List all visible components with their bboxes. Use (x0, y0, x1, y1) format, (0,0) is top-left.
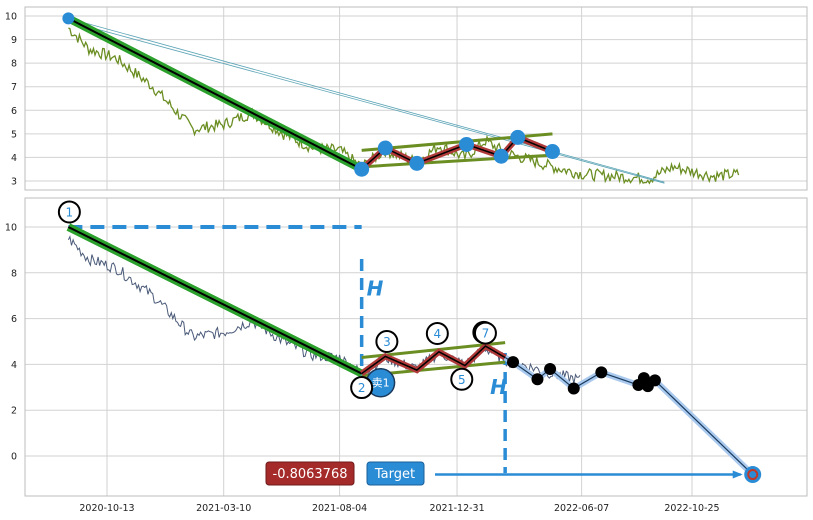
target-badge-text: Target (374, 467, 415, 482)
forecast-point (544, 362, 557, 375)
bottom-series: HH卖11234567 (57, 200, 762, 484)
pivot-label-text: 7 (482, 327, 490, 341)
top-y-tick-label: 5 (11, 129, 17, 140)
bottom-x-tick-label: 2021-08-04 (312, 503, 367, 514)
value-badge-text: -0.8063768 (273, 467, 348, 482)
top-y-tick-label: 8 (11, 59, 17, 70)
bottom-x-tick-label: 2022-06-07 (554, 503, 609, 514)
top-y-tick-label: 4 (11, 153, 17, 164)
top-pivot-point (510, 129, 526, 145)
bottom-pattern-line (361, 345, 506, 375)
bottom-y-axis: 0 2 4 6 8 10 (5, 223, 17, 463)
h-marker-label-2: H (490, 375, 507, 399)
top-panel: 3 4 5 6 7 8 9 10 (5, 6, 808, 191)
pivot-label-circle (350, 376, 374, 400)
top-pivot-point (409, 155, 425, 171)
pivot-label-text: 5 (458, 373, 466, 387)
pivot-label-circle (375, 330, 399, 353)
top-y-tick-label: 3 (11, 177, 17, 188)
top-y-tick-label: 9 (11, 35, 17, 46)
pivot-label-circle (57, 200, 81, 224)
bottom-y-tick-label: 2 (11, 406, 17, 417)
target-point (744, 466, 762, 484)
forecast-point (531, 373, 544, 386)
top-y-tick-label: 7 (11, 82, 17, 93)
bottom-trend-line (67, 226, 363, 375)
top-series (62, 12, 740, 185)
pivot-label-text: 4 (434, 327, 442, 341)
top-y-tick-label: 6 (11, 106, 17, 117)
forecast-point (507, 356, 520, 369)
pivot-label-text: 2 (358, 381, 366, 395)
top-lower-channel (361, 153, 553, 169)
top-y-axis: 3 4 5 6 7 8 9 10 (5, 12, 17, 188)
top-pivot-point (62, 12, 75, 25)
target-badge: Target (366, 461, 425, 486)
top-projection-line-2 (68, 20, 665, 184)
top-trend-line (67, 17, 363, 171)
top-pivot-point (459, 136, 475, 152)
target-point-ring (747, 469, 759, 481)
target-arrow-head (732, 470, 743, 479)
top-pivot-point (544, 144, 560, 160)
top-pivot-point (354, 161, 370, 177)
bottom-x-tick-label: 2022-10-25 (664, 503, 719, 514)
pivot-label-text: 3 (383, 335, 391, 349)
forecast-point (567, 382, 580, 395)
bottom-y-tick-label: 0 (11, 452, 17, 463)
target-badge-box (366, 461, 425, 486)
pivot-label-circle (473, 321, 497, 345)
h-marker-label: H (367, 277, 384, 301)
bottom-y-tick-label: 4 (11, 360, 17, 371)
bottom-panel-background (25, 198, 807, 496)
top-pivot-point (493, 148, 509, 164)
pivot-label-circle (425, 321, 449, 345)
sell-marker-label: 卖1 (372, 377, 390, 390)
top-pivot-point (377, 140, 393, 156)
pivot-label-text: 1 (66, 206, 74, 220)
bottom-grid (25, 198, 807, 496)
top-y-tick-label: 10 (5, 12, 17, 23)
forecast-point (648, 374, 661, 387)
bottom-x-tick-label: 2021-12-31 (429, 503, 484, 514)
top-projection-line (68, 17, 665, 183)
forecast-point (595, 366, 608, 379)
bottom-x-axis: 2020-10-13 2021-03-10 2021-08-04 2021-12-31… (79, 503, 719, 514)
value-badge: -0.8063768 (265, 461, 355, 486)
bottom-y-tick-label: 6 (11, 314, 17, 325)
top-panel-frame (24, 6, 808, 191)
bottom-y-tick-label: 10 (5, 223, 17, 234)
value-badge-box (265, 461, 355, 486)
pivot-label-circle (450, 367, 474, 391)
bottom-x-tick-label: 2021-03-10 (196, 503, 251, 514)
bottom-y-tick-label: 8 (11, 268, 17, 279)
bottom-panel-frame (24, 197, 808, 497)
bottom-x-tick-label: 2020-10-13 (79, 503, 134, 514)
